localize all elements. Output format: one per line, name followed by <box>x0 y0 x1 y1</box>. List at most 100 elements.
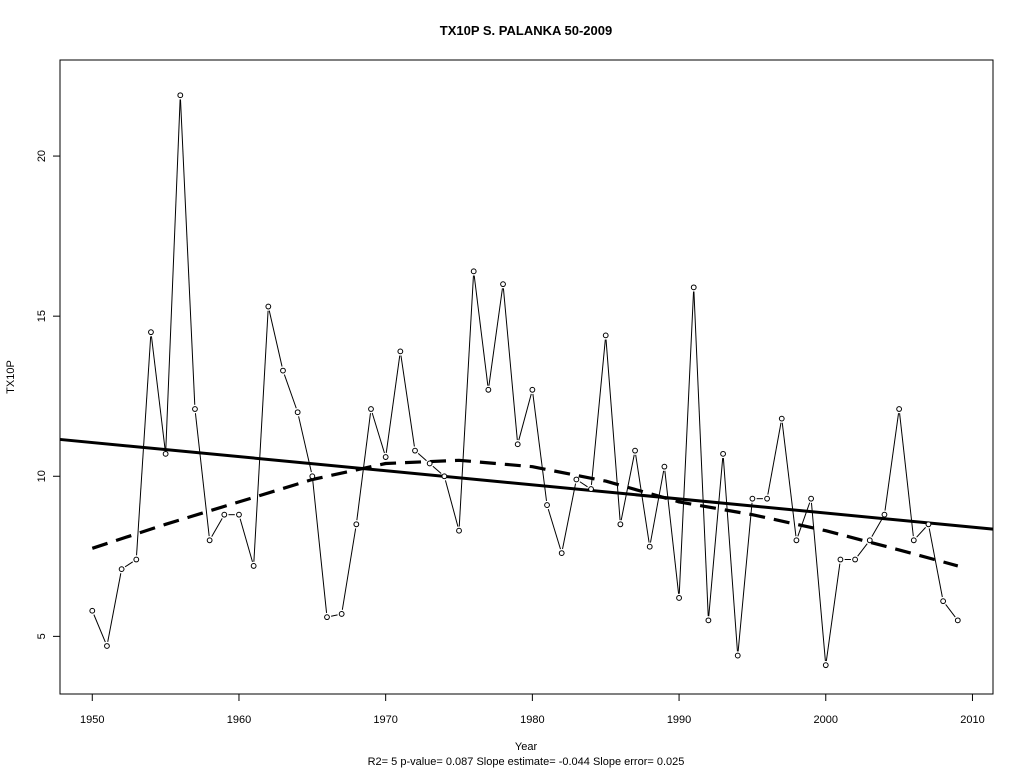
data-point <box>192 406 198 412</box>
data-line-segment <box>693 291 709 617</box>
data-point <box>368 406 374 412</box>
linear-trend-line <box>59 437 994 531</box>
data-line-segment <box>417 453 427 462</box>
data-point <box>793 537 800 544</box>
data-point <box>734 652 741 659</box>
data-line-segment <box>502 288 518 441</box>
data-point <box>661 463 668 470</box>
data-line-segment <box>781 422 797 537</box>
data-point <box>588 486 594 492</box>
data-line-segment <box>590 339 606 485</box>
data-line-segment <box>385 355 401 453</box>
smoothed-trend-line <box>91 458 959 568</box>
data-line-segment <box>871 518 883 537</box>
x-tick-label: 1960 <box>227 714 251 726</box>
data-point <box>353 521 360 528</box>
data-line-segment <box>767 422 782 495</box>
data-line-segment <box>737 502 753 652</box>
data-point <box>676 595 682 601</box>
data-line-segment <box>678 291 695 594</box>
data-point <box>852 556 859 563</box>
data-point <box>177 92 184 99</box>
data-point <box>133 556 140 563</box>
data-point <box>910 537 917 544</box>
data-point <box>646 543 653 550</box>
data-point <box>896 406 903 412</box>
data-line-segment <box>928 528 943 598</box>
data-line-segment <box>371 412 385 454</box>
data-line-segment <box>635 454 650 543</box>
data-point <box>89 607 96 614</box>
data-point <box>206 537 213 544</box>
data-line-segment <box>810 502 826 662</box>
data-point <box>602 332 609 339</box>
data-point <box>397 348 404 355</box>
data-point <box>778 415 785 422</box>
data-point <box>837 556 844 563</box>
data-line-segment <box>268 310 283 367</box>
data-point <box>925 521 932 528</box>
data-point <box>954 617 961 624</box>
data-point <box>148 329 154 336</box>
y-axis-label: TX10P <box>5 360 17 394</box>
data-point <box>558 550 565 557</box>
data-line-segment <box>150 336 166 450</box>
data-point <box>749 495 756 502</box>
data-line-segment <box>884 413 900 511</box>
series-layer <box>59 92 994 669</box>
x-tick-label: 2010 <box>960 714 984 726</box>
data-line-segment <box>562 483 577 550</box>
data-line-segment <box>518 393 532 441</box>
data-line-segment <box>708 457 724 617</box>
data-line-segment <box>620 454 635 521</box>
x-axis-label: Year <box>515 741 538 753</box>
data-point <box>690 284 697 291</box>
data-point <box>470 268 477 275</box>
data-line-segment <box>239 518 253 563</box>
data-point <box>236 511 242 518</box>
data-line-segment <box>579 481 588 488</box>
data-line-segment <box>93 614 106 643</box>
data-line-segment <box>107 573 122 642</box>
data-point <box>764 495 770 502</box>
x-tick-label: 2000 <box>814 714 838 726</box>
data-line-segment <box>136 336 152 556</box>
data-point <box>294 409 301 416</box>
data-point <box>808 495 814 502</box>
data-line-segment <box>253 310 269 562</box>
data-point <box>162 450 169 457</box>
data-point <box>485 386 492 393</box>
data-line-segment <box>797 502 811 537</box>
plot-frame <box>59 59 994 695</box>
data-point <box>118 566 125 573</box>
data-point <box>573 476 580 483</box>
data-line-segment <box>330 614 338 617</box>
y-tick-label: 20 <box>36 150 48 162</box>
data-line-segment <box>664 470 680 594</box>
data-line-segment <box>124 561 134 568</box>
data-point <box>720 450 726 457</box>
data-line-segment <box>899 413 914 537</box>
data-line-segment <box>179 99 196 405</box>
data-line-segment <box>458 275 474 527</box>
data-point <box>324 614 330 621</box>
data-point <box>866 537 873 544</box>
data-line-segment <box>473 275 489 386</box>
data-line-segment <box>605 339 621 521</box>
data-line-segment <box>945 604 956 618</box>
data-point <box>104 643 110 649</box>
x-tick-label: 1980 <box>520 714 544 726</box>
data-point <box>280 367 286 374</box>
x-axis: 1950 1960 1970 1980 1990 2000 2010 <box>80 694 985 726</box>
data-point <box>500 281 506 288</box>
data-line-segment <box>532 393 548 501</box>
data-point <box>617 521 624 528</box>
data-point <box>705 617 712 624</box>
data-point <box>881 511 888 518</box>
x-tick-label: 1990 <box>667 714 691 726</box>
data-line-segment <box>825 563 841 662</box>
data-point <box>822 662 829 669</box>
x-tick-label: 1970 <box>373 714 397 726</box>
data-line-segment <box>194 413 210 537</box>
